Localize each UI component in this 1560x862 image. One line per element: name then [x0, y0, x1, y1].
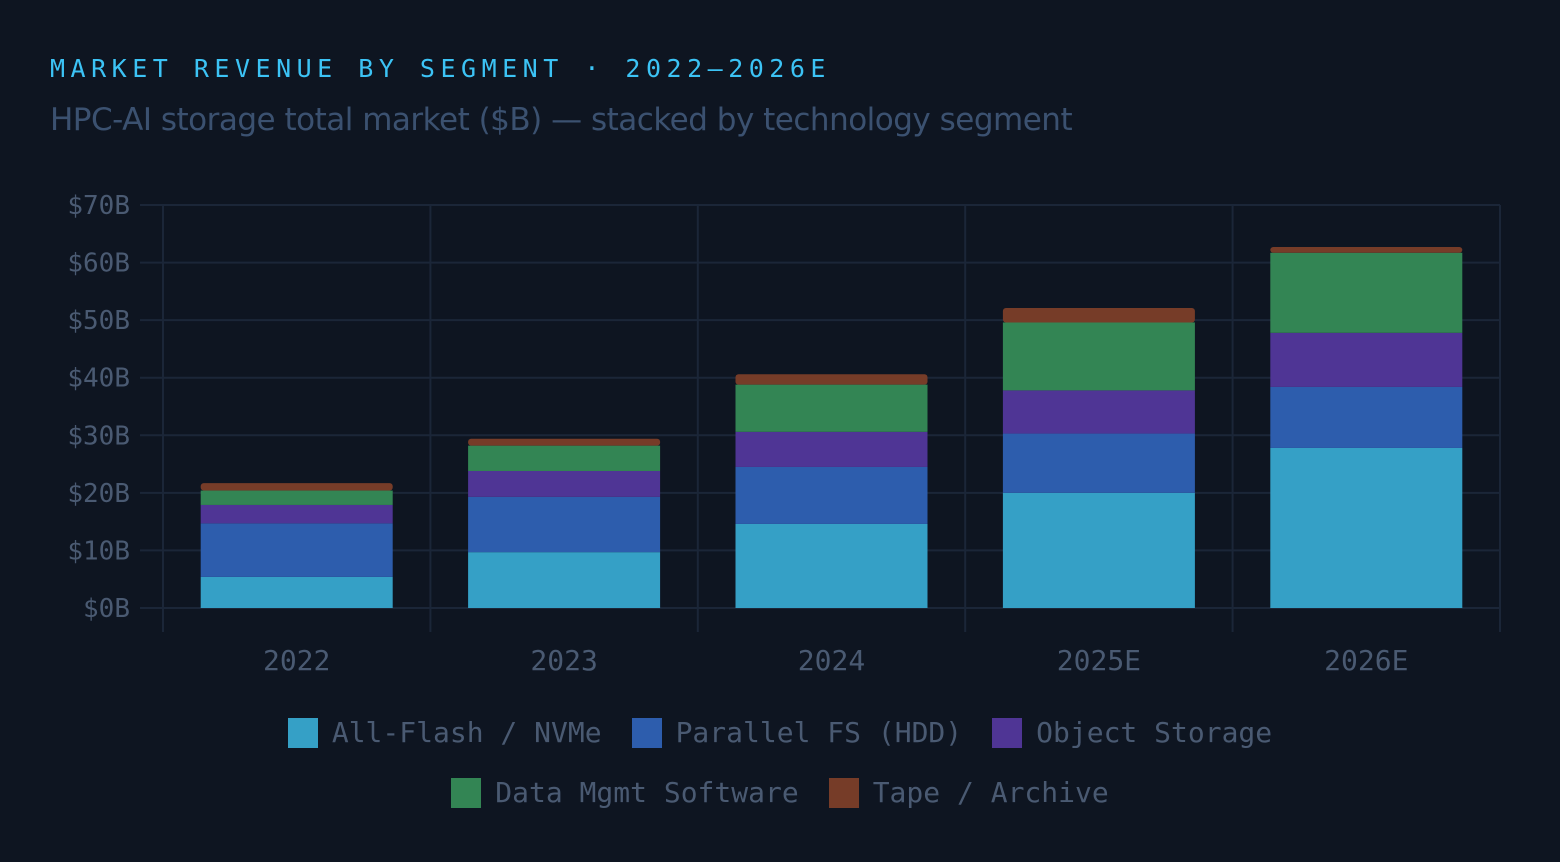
bar-segment [200, 483, 393, 491]
bar-segment [735, 384, 928, 432]
bar-segment [1002, 492, 1195, 608]
bar-segment [468, 438, 661, 446]
legend-label: Tape / Archive [872, 776, 1109, 809]
x-tick-label: 2024 [798, 644, 865, 677]
x-tick-label: 2026E [1324, 644, 1408, 677]
stacked-bar-chart: $0B $10B $20B $30B $40B $50B $60B $70B 2022 2023 2… [67, 191, 1501, 677]
legend-label: Parallel FS (HDD) [675, 716, 963, 749]
bar-segment [1002, 322, 1195, 391]
chart-subtitle: HPC-AI storage total market ($B) — stack… [50, 102, 1073, 138]
x-tick-label: 2022 [263, 644, 330, 677]
legend-item: All-Flash / NVMe [287, 716, 602, 749]
legend-label: Data Mgmt Software [495, 776, 799, 809]
legend-swatch [451, 777, 482, 808]
y-tick-label: $60B [67, 249, 130, 279]
y-tick-label: $20B [67, 479, 130, 509]
y-tick-label: $0B [83, 594, 130, 624]
legend-swatch [287, 717, 318, 748]
bar-segment [200, 523, 393, 577]
y-tick-label: $50B [67, 306, 130, 336]
bar-segment [735, 374, 928, 385]
y-tick-label: $30B [67, 421, 130, 451]
legend-label: All-Flash / NVMe [331, 716, 602, 749]
chart-title: MARKET REVENUE BY SEGMENT · 2022–2026E [50, 54, 831, 83]
y-tick-label: $70B [67, 191, 130, 221]
bar-segment [468, 496, 661, 553]
x-tick-label: 2023 [530, 644, 597, 677]
legend-item: Object Storage [992, 716, 1272, 749]
y-tick-label: $10B [67, 536, 130, 566]
bar-segment [1002, 308, 1195, 323]
bar-segment [1002, 433, 1195, 493]
bar-segment [735, 431, 928, 467]
legend-item: Tape / Archive [828, 776, 1109, 809]
bar-segment [468, 552, 661, 608]
y-tick-label: $40B [67, 364, 130, 394]
bar-segment [1270, 332, 1463, 387]
bar-segment [735, 466, 928, 524]
bar-segment [200, 490, 393, 505]
legend-row-2: Data Mgmt Software Tape / Archive [0, 776, 1560, 809]
bar-segment [735, 523, 928, 608]
legend-swatch [631, 717, 662, 748]
bar-segment [200, 576, 393, 608]
bar-segment [1270, 447, 1463, 608]
bar-segment [468, 445, 661, 471]
bar-segment [1270, 252, 1463, 333]
legend-swatch [992, 717, 1023, 748]
bar-segment [468, 470, 661, 497]
legend-item: Parallel FS (HDD) [631, 716, 963, 749]
legend-swatch [828, 777, 859, 808]
bar-segment [1270, 386, 1463, 448]
legend-item: Data Mgmt Software [451, 776, 799, 809]
legend-row-1: All-Flash / NVMe Parallel FS (HDD) Object … [0, 716, 1560, 749]
bar-segment [200, 504, 393, 524]
bar-segment [1270, 247, 1463, 253]
x-tick-label: 2025E [1057, 644, 1141, 677]
legend-label: Object Storage [1036, 716, 1273, 749]
bar-segment [1002, 390, 1195, 434]
